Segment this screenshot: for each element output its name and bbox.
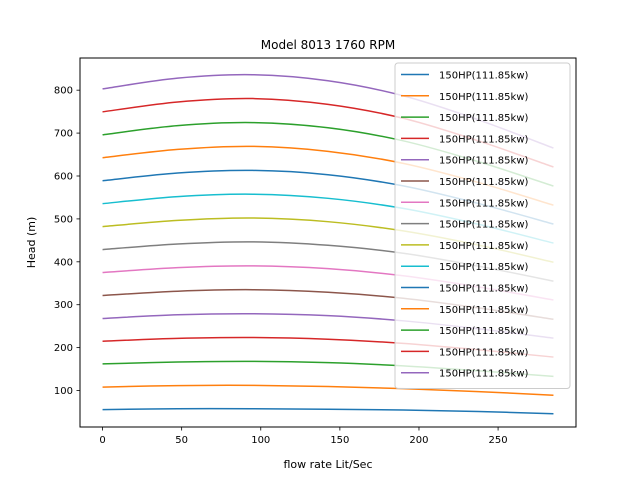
y-axis-label: Head (m) xyxy=(25,217,38,269)
legend-entry: 150HP(111.85kw) xyxy=(439,262,528,273)
legend-entry: 150HP(111.85kw) xyxy=(439,284,528,295)
y-tick-label: 200 xyxy=(54,343,73,354)
chart-title: Model 8013 1760 RPM xyxy=(261,38,395,52)
plot-frame xyxy=(79,57,577,428)
y-axis-ticks: 100 200 300 400 500 600 700 800 xyxy=(54,86,80,397)
legend-entry: 150HP(111.85kw) xyxy=(439,241,528,252)
x-tick-label: 200 xyxy=(409,435,428,446)
x-tick-label: 0 xyxy=(99,435,105,446)
legend-entry: 150HP(111.85kw) xyxy=(439,92,528,103)
y-tick-label: 400 xyxy=(54,257,73,268)
series-line-1 xyxy=(102,407,554,415)
x-tick-label: 150 xyxy=(330,435,349,446)
legend-entry: 150HP(111.85kw) xyxy=(439,369,528,380)
series-line-2 xyxy=(102,384,554,396)
x-tick-label: 50 xyxy=(175,435,188,446)
y-tick-label: 700 xyxy=(54,129,73,140)
legend-entry: 150HP(111.85kw) xyxy=(439,220,528,231)
x-axis-ticks: 0 50 100 150 200 250 xyxy=(99,427,508,446)
y-tick-label: 500 xyxy=(54,214,73,225)
legend-entry: 150HP(111.85kw) xyxy=(439,305,528,316)
x-axis-label: flow rate Lit/Sec xyxy=(284,458,373,471)
legend-box xyxy=(394,62,571,389)
legend-entry: 150HP(111.85kw) xyxy=(439,134,528,145)
y-tick-label: 600 xyxy=(54,171,73,182)
legend-entry: 150HP(111.85kw) xyxy=(439,156,528,167)
legend-entry: 150HP(111.85kw) xyxy=(439,71,528,82)
legend-entry: 150HP(111.85kw) xyxy=(439,113,528,124)
y-tick-label: 300 xyxy=(54,300,73,311)
legend-entry: 150HP(111.85kw) xyxy=(439,347,528,358)
legend-entry: 150HP(111.85kw) xyxy=(439,198,528,209)
legend-entry: 150HP(111.85kw) xyxy=(439,177,528,188)
x-tick-label: 100 xyxy=(251,435,270,446)
y-tick-label: 800 xyxy=(54,86,73,97)
y-tick-label: 100 xyxy=(54,386,73,397)
legend-entry: 150HP(111.85kw) xyxy=(439,326,528,337)
x-tick-label: 250 xyxy=(489,435,508,446)
legend: 150HP(111.85kw) 150HP(111.85kw) 150HP(111.… xyxy=(394,62,571,389)
